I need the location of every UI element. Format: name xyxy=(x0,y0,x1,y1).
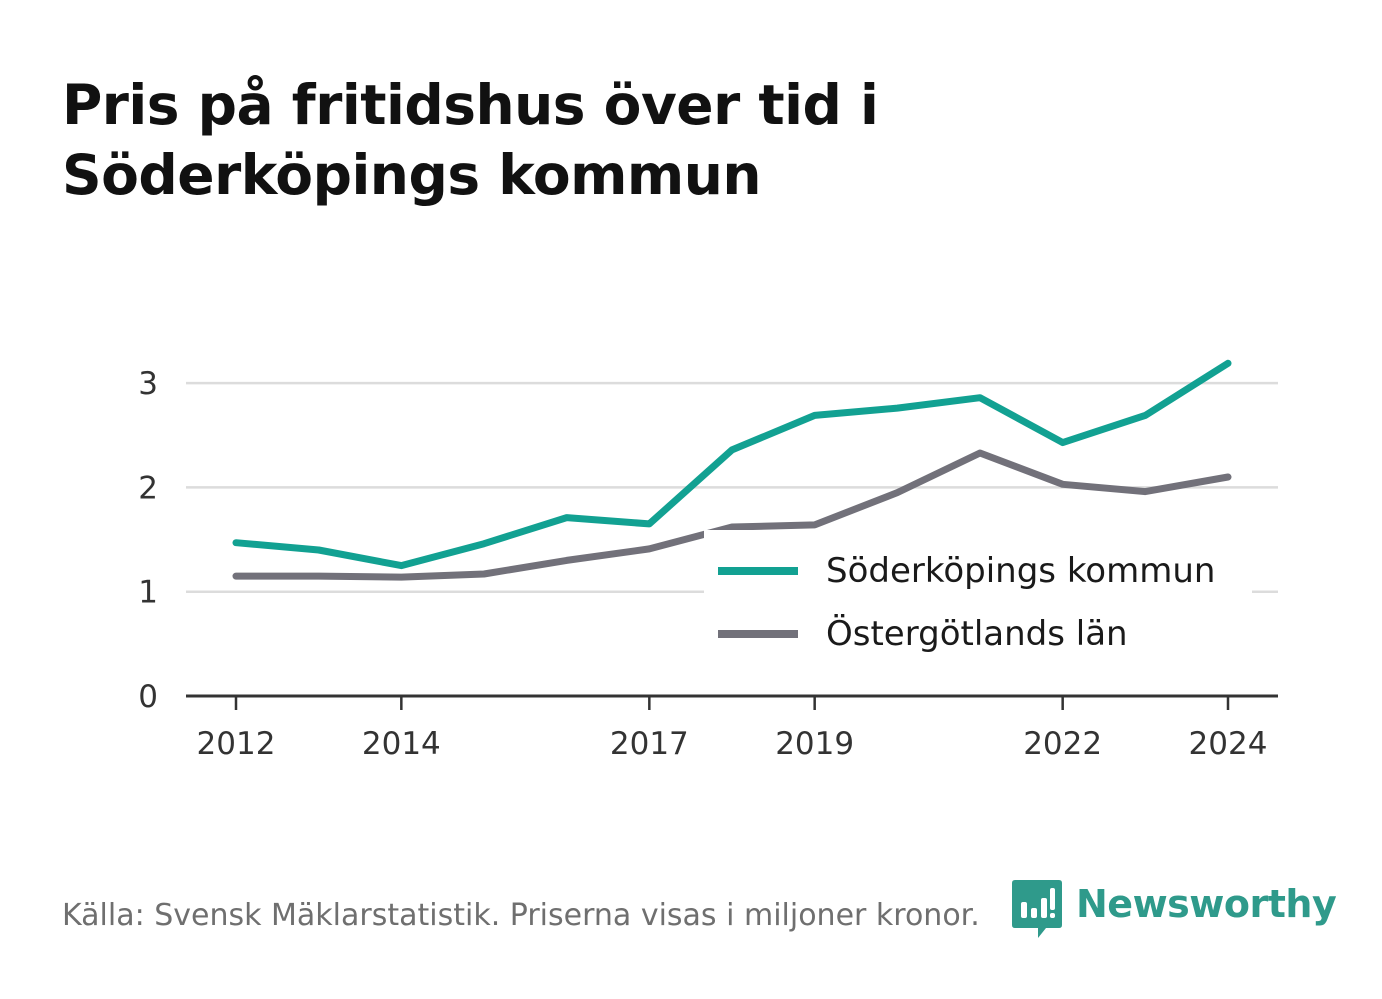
chart-title-line-2: Söderköpings kommun xyxy=(62,143,762,207)
x-tick-label-2017: 2017 xyxy=(610,726,689,762)
x-tick-label-2022: 2022 xyxy=(1023,726,1102,762)
series-lines xyxy=(232,359,1232,581)
x-axis-ticks: 2012 2014 2017 2019 2022 2024 xyxy=(197,696,1268,762)
legend-label-söderköpings-kommun: Söderköpings kommun xyxy=(826,551,1215,591)
y-tick-label-3: 3 xyxy=(138,366,158,402)
series-line-östergötlands-län xyxy=(232,449,1232,581)
brand-logo: Newsworthy xyxy=(1012,880,1337,938)
legend-label-östergötlands-län: Östergötlands län xyxy=(826,613,1128,654)
y-tick-label-1: 1 xyxy=(138,575,158,611)
y-tick-label-0: 0 xyxy=(138,679,158,715)
series-line-söderköpings-kommun xyxy=(232,359,1232,570)
source-note: Källa: Svensk Mäklarstatistik. Priserna … xyxy=(62,898,980,933)
x-tick-label-2012: 2012 xyxy=(197,726,276,762)
x-tick-label-2024: 2024 xyxy=(1189,726,1268,762)
x-tick-label-2014: 2014 xyxy=(362,726,441,762)
y-axis-tick-labels: 0 1 2 3 xyxy=(138,366,158,715)
brand-name: Newsworthy xyxy=(1076,882,1337,926)
legend: Söderköpings kommun Östergötlands län xyxy=(704,530,1252,680)
chart-title: Pris på fritidshus över tid i Söderköpin… xyxy=(62,70,1162,210)
y-tick-label-2: 2 xyxy=(138,470,158,506)
bar-chart-speech-bubble-icon xyxy=(1012,880,1062,938)
x-tick-label-2019: 2019 xyxy=(775,726,854,762)
chart-title-line-1: Pris på fritidshus över tid i xyxy=(62,73,879,137)
legend-background xyxy=(704,530,1252,680)
